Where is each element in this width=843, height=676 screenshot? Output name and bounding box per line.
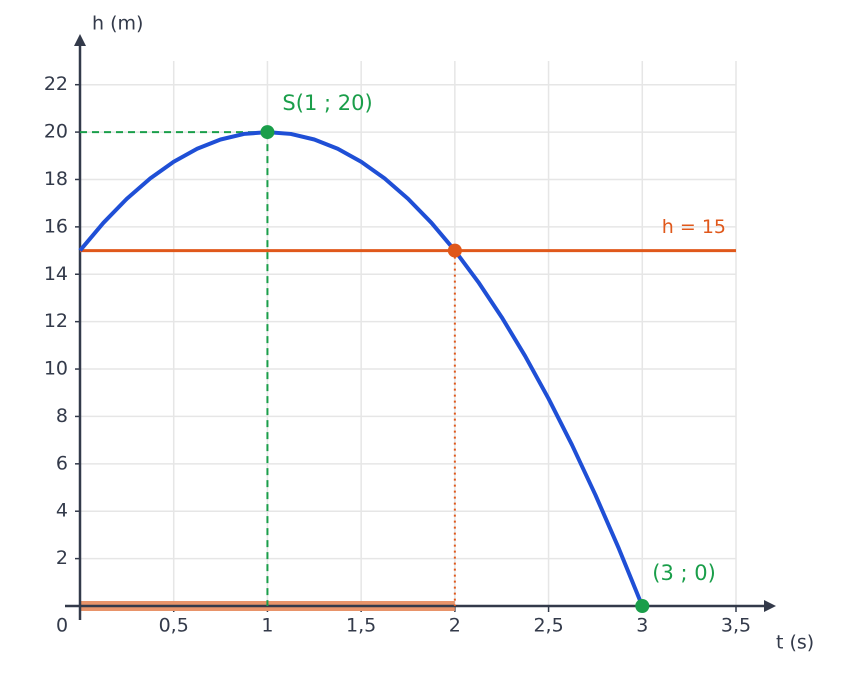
y-tick-label: 22 — [44, 73, 68, 95]
point-label: S(1 ; 20) — [282, 91, 372, 115]
x-tick-label: 1,5 — [346, 615, 376, 637]
point — [447, 243, 462, 258]
curve — [78, 130, 645, 607]
y-tick-label: 2 — [56, 547, 68, 569]
y-tick-label: 10 — [44, 358, 68, 380]
x-axis-label: t (s) — [776, 632, 814, 654]
point — [635, 599, 650, 613]
y-tick-label: 18 — [44, 168, 68, 190]
y-axis-arrow — [74, 34, 86, 46]
point — [260, 125, 275, 140]
x-tick-label: 2 — [449, 615, 461, 637]
y-tick-label: 16 — [44, 215, 68, 237]
point-label: (3 ; 0) — [652, 561, 716, 585]
x-tick-label: 3 — [636, 615, 648, 637]
y-tick-label: 8 — [56, 405, 68, 427]
x-tick-label: 2,5 — [533, 615, 563, 637]
x-tick-label: 3,5 — [721, 615, 751, 637]
y-axis-label: h (m) — [92, 13, 143, 35]
hline-label: h = 15 — [662, 216, 726, 238]
y-tick-label: 6 — [56, 452, 68, 474]
x-tick-label: 0 — [56, 615, 68, 637]
y-tick-label: 4 — [56, 500, 68, 522]
x-tick-label: 1 — [261, 615, 273, 637]
y-tick-label: 20 — [44, 121, 68, 143]
y-tick-label: 14 — [44, 263, 68, 285]
x-axis-arrow — [764, 600, 776, 612]
y-tick-label: 12 — [44, 310, 68, 332]
x-tick-label: 0,5 — [159, 615, 189, 637]
